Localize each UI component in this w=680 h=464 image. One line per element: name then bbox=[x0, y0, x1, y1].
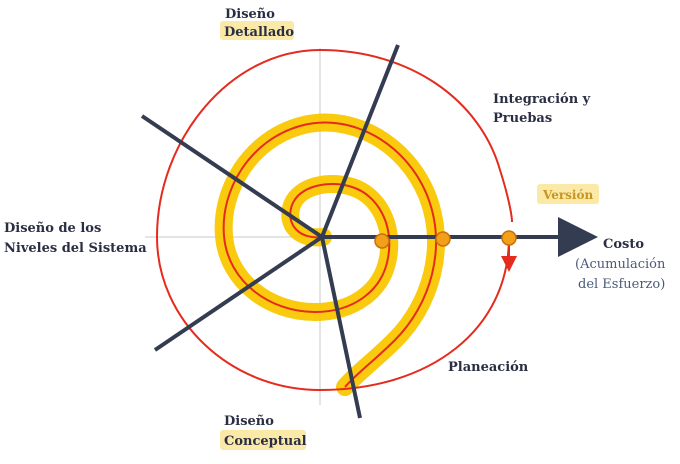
label-acumulacion-line2: del Esfuerzo) bbox=[578, 277, 665, 292]
milestone-dot-3 bbox=[501, 230, 517, 246]
divider-lower-left bbox=[153, 235, 324, 352]
label-version: Versión bbox=[542, 188, 593, 202]
divider-upper-right bbox=[320, 44, 400, 238]
label-integracion-line2: Pruebas bbox=[493, 111, 552, 126]
label-diseno-detallado-line2: Detallado bbox=[224, 25, 294, 40]
label-diseno-detallado-line1: Diseño bbox=[225, 7, 275, 22]
label-niveles-line2: Niveles del Sistema bbox=[4, 241, 147, 256]
divider-lower-right bbox=[320, 236, 362, 419]
label-costo: Costo bbox=[603, 237, 644, 252]
milestone-dot-2 bbox=[435, 231, 451, 247]
outer-spiral-arc bbox=[155, 48, 513, 392]
label-acumulacion-line1: (Acumulación bbox=[575, 257, 666, 272]
label-niveles-line1: Diseño de los bbox=[4, 221, 101, 236]
tag-version-bg bbox=[537, 184, 599, 204]
tag-detallado-bg bbox=[220, 21, 294, 40]
spiral-highlight bbox=[214, 113, 445, 396]
label-integracion-line1: Integración y bbox=[493, 92, 591, 107]
label-diseno-conceptual-line2: Conceptual bbox=[224, 434, 307, 449]
label-diseno-conceptual-line1: Diseño bbox=[224, 414, 274, 429]
tag-conceptual-bg bbox=[220, 430, 306, 450]
divider-upper-left bbox=[140, 114, 324, 239]
label-planeacion: Planeación bbox=[448, 360, 529, 375]
milestone-dot-1 bbox=[374, 233, 390, 249]
